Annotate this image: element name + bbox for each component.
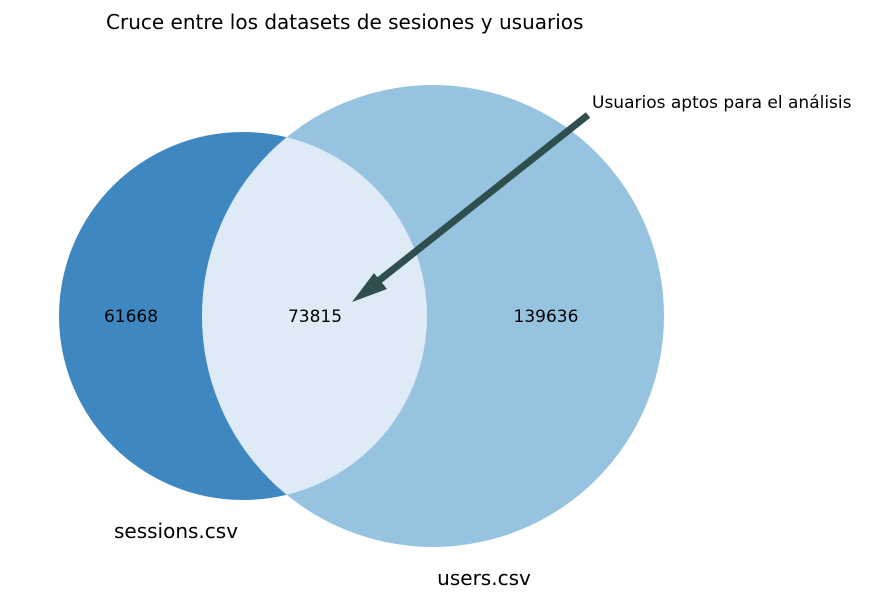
sessions-set-label: sessions.csv (114, 519, 238, 543)
annotation-arrow-shaft (369, 112, 591, 289)
chart-title: Cruce entre los datasets de sesiones y u… (106, 10, 583, 34)
annotation-arrow-head (352, 273, 387, 302)
users-only-count: 139636 (514, 307, 579, 327)
users-set-label: users.csv (437, 566, 531, 590)
intersection-region (202, 132, 427, 500)
intersection-count: 73815 (288, 307, 342, 327)
sessions-only-count: 61668 (104, 307, 158, 327)
annotation-text: Usuarios aptos para el análisis (592, 93, 852, 113)
